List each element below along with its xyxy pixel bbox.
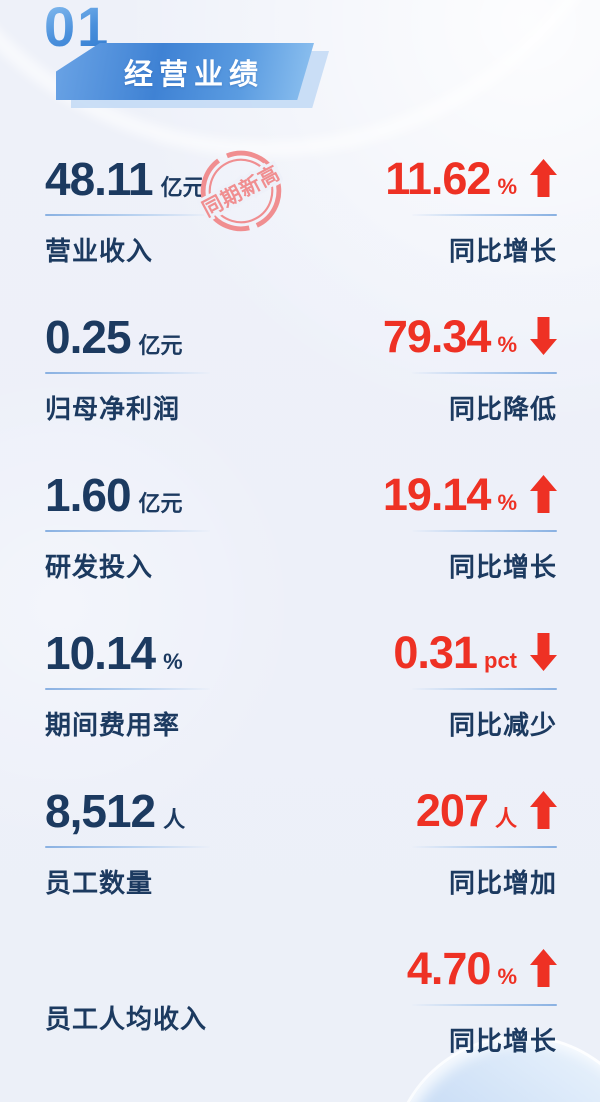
change-divider <box>412 1004 557 1006</box>
metric-label: 期间费用率 <box>45 710 181 740</box>
metric-right-column: 207 人 同比增加 <box>412 787 557 945</box>
metric-row: 10.14% 期间费用率 0.31 pct 同比减少 <box>45 629 557 787</box>
metric-unit: 亿元 <box>138 491 183 516</box>
stamp-text: 同期新高 <box>198 161 284 222</box>
change-label: 同比增长 <box>448 1026 557 1056</box>
metric-right-column: 11.62% 同比增长 <box>385 155 557 313</box>
stamp-outer-ring <box>200 150 282 232</box>
metric-change-line: 79.34% <box>383 313 557 361</box>
metric-value-line: 0.25 亿元 <box>45 313 183 361</box>
change-value: 19.14 <box>382 469 492 520</box>
change-unit: 人 <box>494 806 517 831</box>
change-divider <box>412 214 557 216</box>
metric-unit: 亿元 <box>138 333 183 358</box>
metric-label: 营业收入 <box>45 236 154 266</box>
change-value: 207 <box>415 785 489 836</box>
metric-label: 研发投入 <box>45 552 154 582</box>
metric-value-line: 10.14% <box>45 629 183 677</box>
down-arrow-icon <box>530 317 557 355</box>
change-unit: % <box>497 964 517 989</box>
metric-change-line: 19.14% <box>383 471 557 519</box>
metric-value-line: 48.11 亿元 <box>45 155 205 203</box>
metric-left-column: 0.25 亿元 归母净利润 <box>45 313 210 471</box>
change-divider <box>412 372 557 374</box>
metric-unit: % <box>163 649 183 674</box>
metric-value: 0.25 <box>45 311 132 363</box>
change-divider <box>412 530 557 532</box>
metric-right-column: 0.31 pct 同比减少 <box>393 629 557 787</box>
up-arrow-icon <box>530 949 557 987</box>
section-title: 经营业绩 <box>123 58 264 91</box>
metric-value: 48.11 <box>45 153 154 205</box>
change-divider <box>412 846 557 848</box>
up-arrow-icon <box>530 475 557 513</box>
metric-left-column: 48.11 亿元 营业收入 同期新高 <box>45 150 287 313</box>
metric-left-column: 1.60 亿元 研发投入 <box>45 471 210 629</box>
metric-value: 8,512 <box>45 785 156 837</box>
metric-right-column: 4.70% 同比增长 <box>407 945 557 1102</box>
metric-label: 员工数量 <box>45 868 154 898</box>
metric-label: 归母净利润 <box>45 394 181 424</box>
metric-row: 8,512 人 员工数量 207 人 同比增加 <box>45 787 557 945</box>
metric-change-line: 11.62% <box>385 155 557 203</box>
metric-row: 0.25 亿元 归母净利润 79.34% 同比降低 <box>45 313 557 471</box>
metric-value-line: 1.60 亿元 <box>45 471 183 519</box>
metric-left-column: 10.14% 期间费用率 <box>45 629 210 787</box>
section-banner: 经营业绩 <box>56 43 314 100</box>
metric-divider <box>45 846 210 848</box>
change-label: 同比增长 <box>448 552 557 582</box>
change-value: 79.34 <box>382 311 492 362</box>
metric-change-line: 4.70% <box>407 945 557 993</box>
change-unit: pct <box>484 648 517 673</box>
metric-row: 员工人均收入 4.70% 同比增长 <box>45 945 557 1102</box>
stamp-inner-ring <box>208 158 274 224</box>
change-label: 同比增长 <box>448 236 557 266</box>
metric-value: 1.60 <box>45 469 132 521</box>
change-label: 同比减少 <box>448 710 557 740</box>
change-unit: % <box>497 174 517 199</box>
metric-divider <box>45 214 210 216</box>
metric-left-column: 8,512 人 员工数量 <box>45 787 210 945</box>
metric-change-line: 0.31 pct <box>393 629 557 677</box>
change-unit: % <box>497 490 517 515</box>
metric-row: 48.11 亿元 营业收入 同期新高 11.62% 同比增长 <box>45 150 557 313</box>
change-value: 4.70 <box>406 943 492 994</box>
record-high-stamp: 同期新高 <box>195 147 287 235</box>
change-unit: % <box>497 332 517 357</box>
metric-value: 10.14 <box>45 627 156 679</box>
metric-unit: 亿元 <box>160 175 205 200</box>
up-arrow-icon <box>530 791 557 829</box>
metric-right-column: 79.34% 同比降低 <box>383 313 557 471</box>
change-label: 同比降低 <box>448 394 557 424</box>
metric-unit: 人 <box>163 807 186 832</box>
metric-label: 员工人均收入 <box>45 1004 208 1034</box>
metric-divider <box>45 688 210 690</box>
up-arrow-icon <box>530 159 557 197</box>
metric-left-column: 员工人均收入 <box>45 945 207 1102</box>
metric-divider <box>45 530 210 532</box>
metric-change-line: 207 人 <box>416 787 557 835</box>
metric-row: 1.60 亿元 研发投入 19.14% 同比增长 <box>45 471 557 629</box>
metric-value-line: 8,512 人 <box>45 787 185 835</box>
down-arrow-icon <box>530 633 557 671</box>
change-value: 0.31 <box>393 627 478 678</box>
metric-right-column: 19.14% 同比增长 <box>383 471 557 629</box>
metrics-list: 48.11 亿元 营业收入 同期新高 11.62% 同比增长 <box>45 150 557 1102</box>
stamp-seal-icon: 同期新高 <box>195 150 287 232</box>
change-value: 11.62 <box>385 153 491 204</box>
metric-divider <box>45 372 210 374</box>
change-label: 同比增加 <box>448 868 557 898</box>
change-divider <box>412 688 557 690</box>
